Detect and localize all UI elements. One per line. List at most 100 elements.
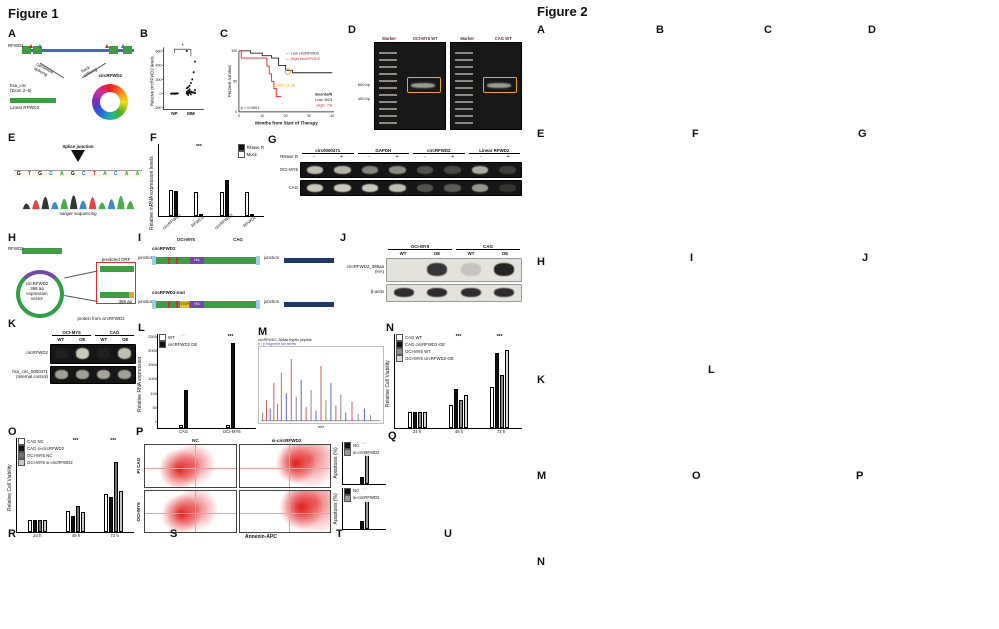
panel-letter: B (656, 24, 664, 36)
panel-letter: N (537, 556, 545, 568)
fig1-panel-D: D 500 bp 400 bp Marker OCI-MY5 WT Marker CAG … (348, 24, 522, 130)
fig1-panel-P: P NC si-circRFWD2 PI CAG OCI-MY5 Annexin-APC… (136, 426, 386, 540)
p27-blot-conditioned (868, 36, 996, 124)
viability-rescue-chart-ocimy5 (537, 138, 689, 204)
fig1-panel-G: G circ0000471 GAPDH circRFWD2 Linear RFWD2 R… (268, 134, 522, 226)
fig1-panel-Q: Q (388, 430, 522, 528)
rna-expression-bar-chart: Relative RNA expression 2500 2000 1500 1000 1… (137, 334, 256, 434)
svg-text:Low: 8/23: Low: 8/23 (315, 97, 333, 102)
fig2-panel-J: J (862, 252, 998, 344)
construct-schematic: circRFWD2 junction junction HA circRFWD2-mut… (138, 244, 338, 324)
panel-letter: H (537, 256, 545, 268)
svg-text:Percent survival: Percent survival (227, 65, 232, 97)
svg-text:0: 0 (160, 92, 162, 96)
panel-letter: A (537, 24, 545, 36)
svg-text:-200: -200 (154, 106, 161, 110)
fig2-panel-P: P (856, 470, 998, 628)
ha-western-blot: OCI-MY5 CAG WT OE WT OE circRFWD2_368aa (HA) β-… (340, 244, 522, 302)
fig2-panel-L: L (700, 350, 998, 468)
panel-letter: E (8, 132, 16, 144)
panel-letter: O (8, 426, 17, 438)
p27-blot-si (656, 36, 762, 124)
panel-letter: I (690, 252, 694, 264)
panel-letter: P (136, 426, 144, 438)
fig1-panel-U: U (444, 528, 522, 626)
panel-letter: C (220, 28, 228, 40)
panel-letter: D (868, 24, 876, 36)
panel-letter: K (537, 374, 545, 386)
hek293-gel (537, 568, 705, 626)
panel-letter: J (862, 252, 869, 264)
figure2-title: Figure 2 (537, 4, 588, 19)
fig2-panel-G: G (858, 128, 998, 246)
fig1-panel-R: R (8, 528, 168, 626)
svg-text:High: 7/8: High: 7/8 (317, 102, 334, 107)
survival-curve: 100 50 0 0 10 20 30 40 — Low circRFWD2— High cir… (220, 40, 344, 128)
svg-text:20: 20 (284, 114, 288, 118)
panel-letter: F (150, 132, 157, 144)
panel-letter: B (140, 28, 148, 40)
kegg-scatterplot (858, 138, 998, 246)
svg-text:400: 400 (155, 64, 161, 68)
flow-cytometry: NC si-circRFWD2 PI CAG OCI-MY5 Annexin-APC Ap… (136, 438, 386, 540)
fig2-panel-O: O (692, 470, 852, 628)
svg-text:MM: MM (187, 111, 195, 116)
svg-text:10: 10 (260, 114, 264, 118)
fig2-panel-H: H (537, 256, 687, 372)
fig2-panel-C: C (764, 24, 866, 124)
coip-blot-ddb1-cul4a (862, 264, 998, 344)
fig1-panel-O: O Relative Cell Viability CAG NC CAG si-ci… (7, 426, 134, 538)
svg-text:Relative circRFWD2 levels: Relative circRFWD2 levels (149, 56, 154, 106)
coip-blot-cul4a-ddb1 (537, 386, 689, 466)
panel-letter: O (692, 470, 701, 482)
panel-letter: A (8, 28, 16, 40)
svg-text:Months from Start of Therapy: Months from Start of Therapy (255, 120, 318, 125)
fig1-panel-L: L Relative RNA expression 2500 2000 1500 100… (137, 322, 256, 434)
panel-letter: K (8, 318, 16, 330)
fig1-panel-S: S (170, 528, 334, 626)
fig1-panel-N: N Relative Cell Viability CAG WT CAG circR… (385, 322, 522, 434)
fig2-panel-F: F (692, 128, 856, 252)
svg-text:— Low circRFWD2: — Low circRFWD2 (286, 50, 319, 55)
pcr-gel: 500 bp 400 bp Marker OCI-MY5 WT Marker CAG WT (348, 36, 522, 130)
svg-text:0: 0 (238, 114, 240, 118)
panel-letter: T (336, 528, 343, 540)
panel-letter: M (258, 326, 268, 338)
fig2-panel-M: M (537, 470, 687, 554)
svg-text:p < 0.0001: p < 0.0001 (241, 105, 260, 110)
p27-blot-oe (537, 40, 653, 124)
svg-text:— High circRFWD2: — High circRFWD2 (286, 56, 320, 61)
coip-blot-ha (690, 264, 858, 348)
figure1-title: Figure 1 (8, 6, 59, 21)
coculture-schematic (764, 36, 866, 124)
mice-photo (8, 540, 168, 626)
vector-schematic: RFWD2 circRFWD2 368 aa expression vector p… (8, 244, 136, 324)
fig1-panel-T: T (336, 528, 442, 626)
svg-text:30: 30 (307, 114, 311, 118)
svg-text:Cutoff: 11.98: Cutoff: 11.98 (273, 83, 296, 88)
panel-letter: R (8, 528, 16, 540)
fig2-panel-E: E (537, 128, 689, 276)
fig2-panel-N: N (537, 556, 705, 626)
fig1-panel-F: F Relative mRNA expression levels RNase R… (149, 132, 264, 242)
mass-spectrum: circRFWD2_368aa tryptic peptide b / y fra… (258, 338, 384, 429)
panel-letter: L (138, 322, 145, 334)
panel-letter: U (444, 528, 452, 540)
svg-text:Events/N: Events/N (315, 92, 332, 97)
svg-text:200: 200 (155, 78, 161, 82)
panel-letter: D (348, 24, 356, 36)
svg-text:NP: NP (171, 111, 177, 116)
svg-text:40: 40 (330, 114, 334, 118)
fig1-panel-M: M circRFWD2_368aa tryptic peptide b / y f… (258, 326, 384, 429)
fig2-panel-B: B (656, 24, 762, 124)
panel-letter: S (170, 528, 178, 540)
panel-letter: Q (388, 430, 397, 442)
panel-letter: G (858, 128, 867, 140)
fig2-panel-D: D (868, 24, 996, 124)
fig2-panel-K: K (537, 374, 689, 466)
hek293-ubiquitination-blot (692, 482, 852, 628)
